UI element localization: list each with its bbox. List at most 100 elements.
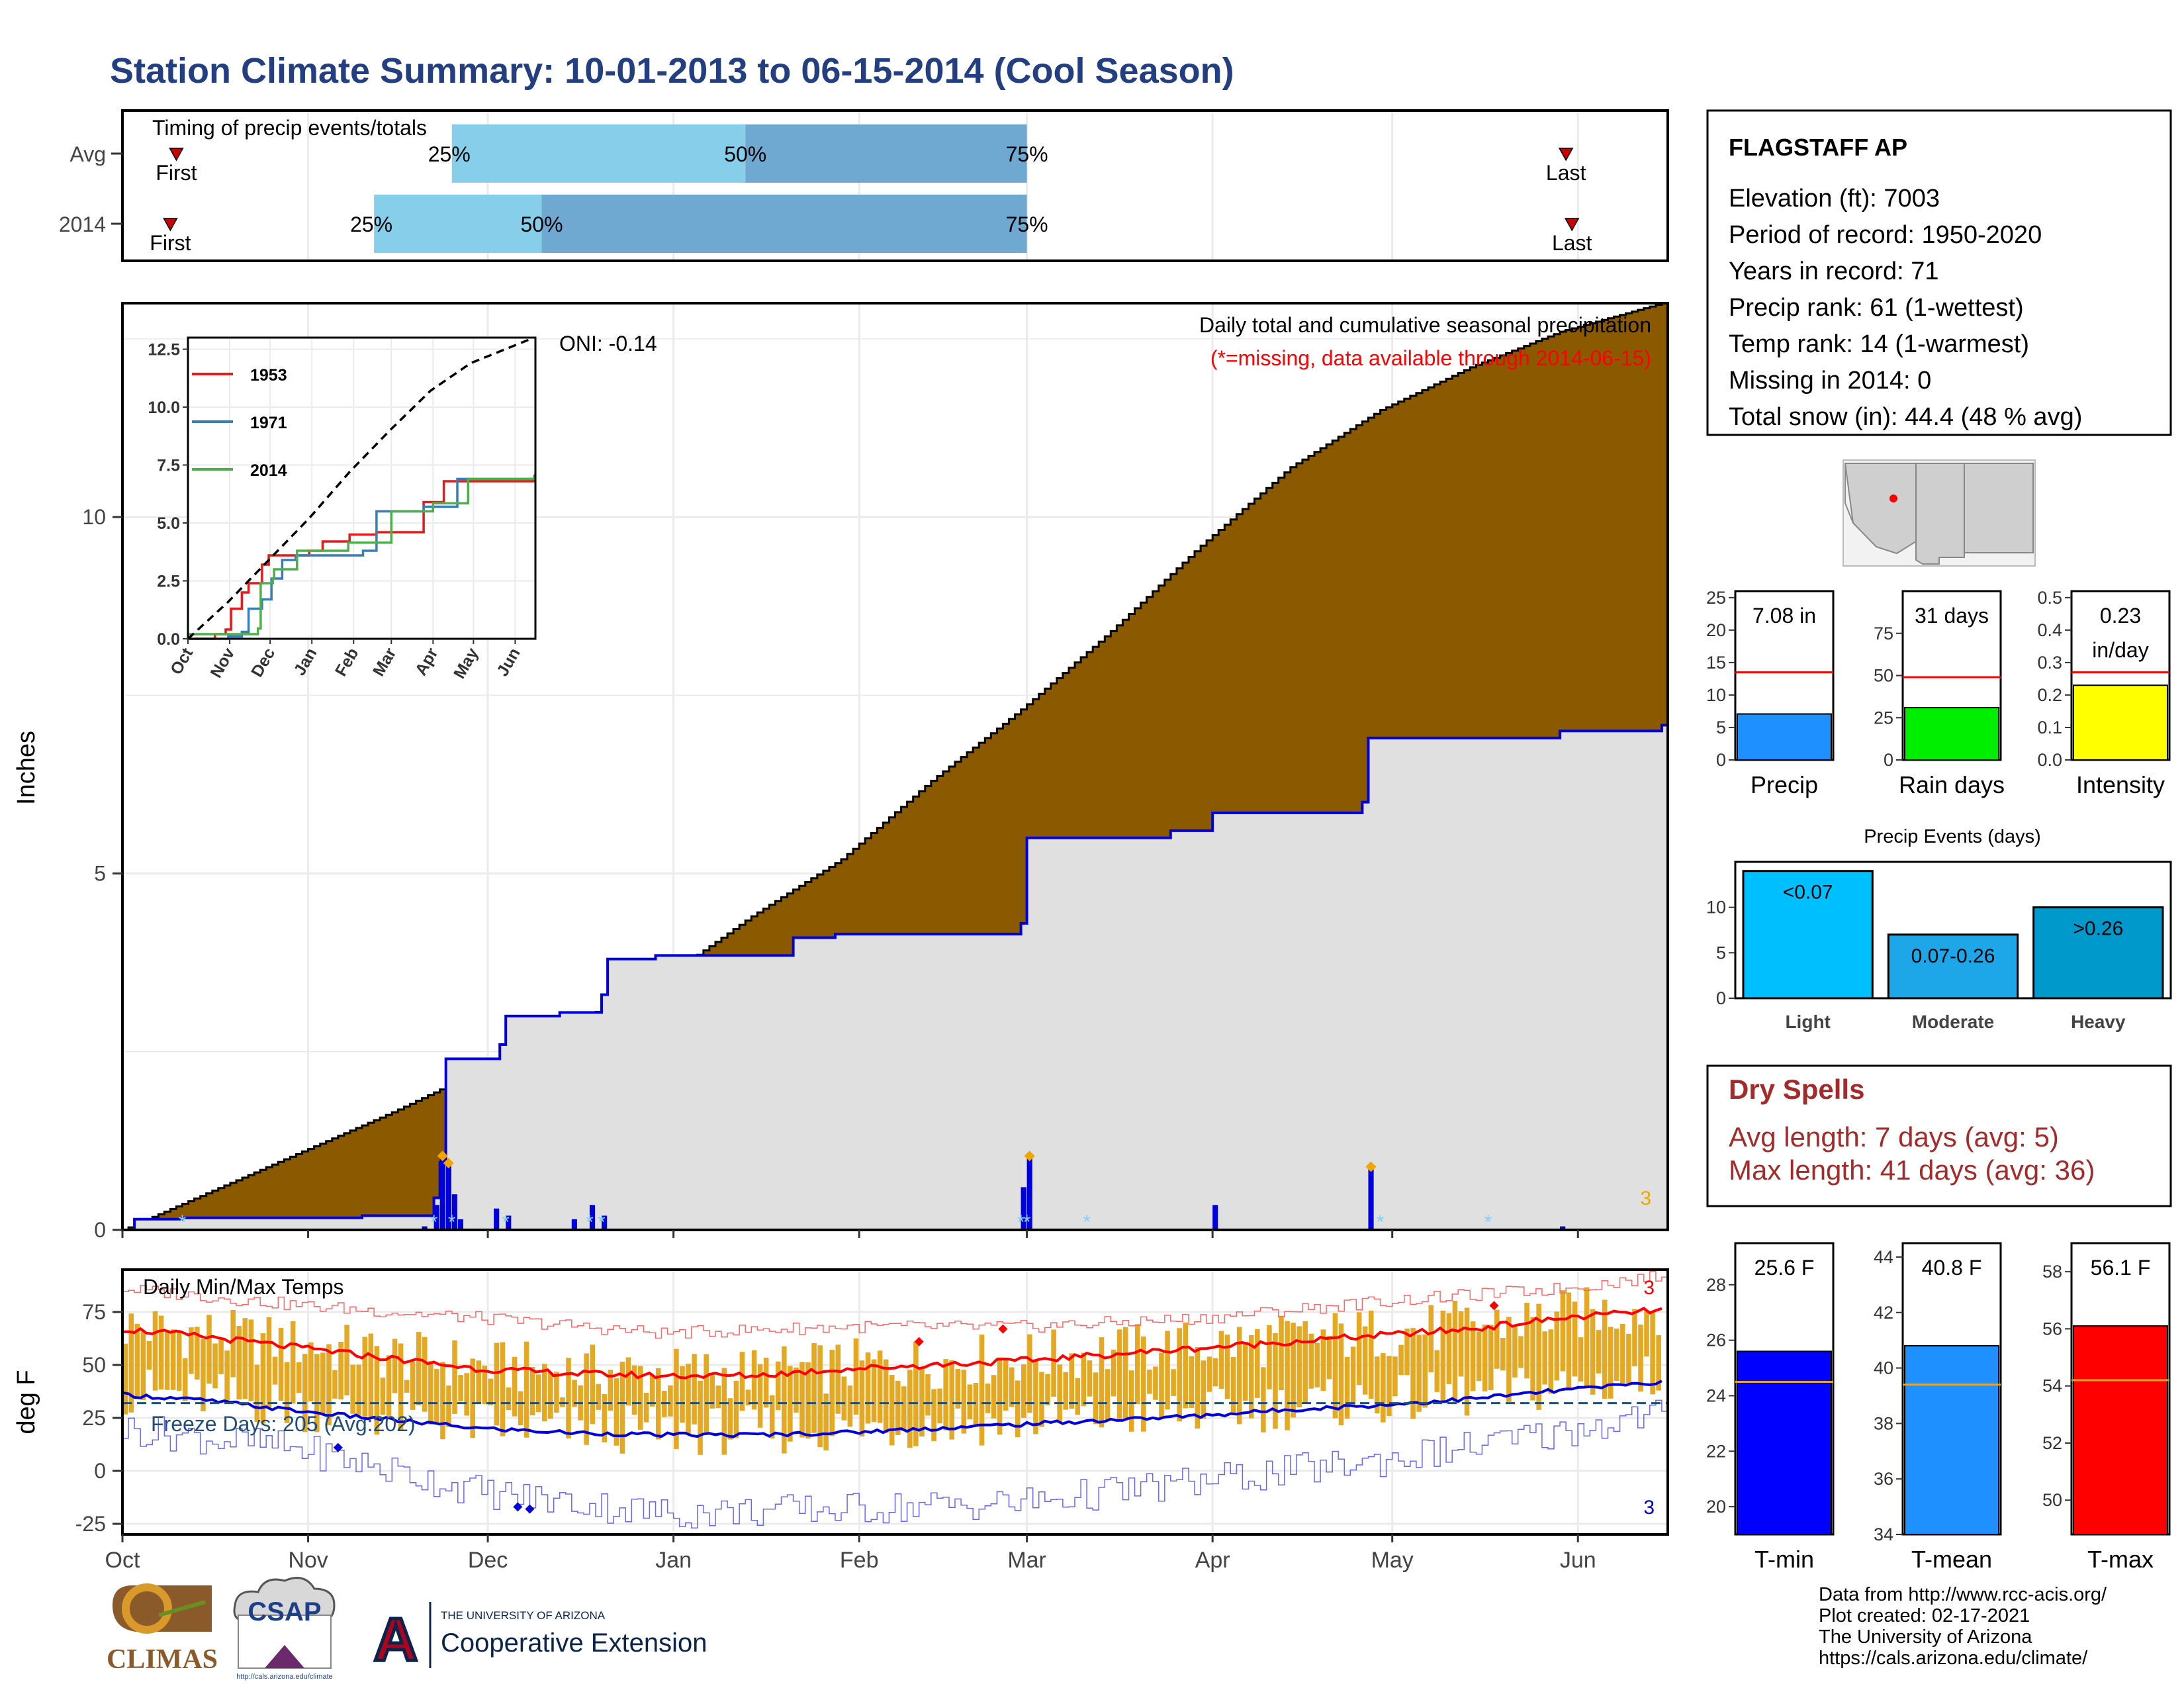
daily-temp-bar — [614, 1378, 619, 1446]
daily-temp-bar — [1375, 1356, 1380, 1414]
daily-precip-bar — [506, 1215, 512, 1230]
daily-temp-bar — [1416, 1335, 1422, 1412]
inset-legend-1971: 1971 — [250, 414, 287, 432]
stat-bar-value-label: 56.1 F — [2091, 1256, 2151, 1280]
stat-bar-charts: 0 5 10 15 20 25 7.08 in Precip 0 25 50 75 31 days Rai… — [1706, 588, 2171, 798]
daily-precip-bar — [1368, 1169, 1374, 1230]
daily-temp-bar — [1009, 1367, 1015, 1407]
daily-temp-bar — [871, 1359, 877, 1423]
timing-pct-75: 75% — [1006, 142, 1048, 166]
daily-temp-bar — [686, 1364, 691, 1434]
daily-temp-bar — [625, 1357, 631, 1406]
daily-temp-bar — [1434, 1350, 1440, 1392]
daily-temp-bar — [1248, 1335, 1254, 1419]
daily-temp-bar — [302, 1354, 308, 1432]
daily-temp-bar — [1656, 1335, 1661, 1391]
precip-ytick-label: 5 — [94, 862, 106, 886]
daily-temp-bar — [895, 1380, 901, 1435]
temp-count-top: 3 — [1643, 1277, 1655, 1299]
precip-events-bars: <0.07 Light 0.07-0.26 Moderate >0.26 Heavy 0 5 1… — [1706, 861, 2172, 1032]
dry-spells-box: Dry Spells Avg length: 7 days (avg: 5) M… — [1706, 1064, 2172, 1207]
daily-temp-bar — [248, 1319, 254, 1401]
temp-ytick-label: 50 — [82, 1353, 106, 1377]
daily-temp-bar — [122, 1343, 128, 1415]
daily-temp-bar — [278, 1327, 284, 1401]
daily-temp-bar — [134, 1323, 140, 1399]
snow-marker: * — [1083, 1211, 1091, 1233]
daily-temp-bar — [799, 1362, 805, 1438]
station-missing: Missing in 2014: 0 — [1729, 367, 1931, 395]
daily-precip-bar — [1026, 1158, 1032, 1230]
stat-bar-ytick-label: 40 — [1874, 1358, 1893, 1378]
timing-pct-75: 75% — [1006, 212, 1048, 236]
dry-spells-avg: Avg length: 7 days (avg: 5) — [1729, 1121, 2059, 1152]
stat-bar-bar_raindays: 0 25 50 75 31 days Rain days — [1874, 590, 2005, 798]
daily-temp-bar — [1159, 1352, 1164, 1419]
events-ytick-label: 5 — [1716, 943, 1726, 962]
daily-temp-bar — [1314, 1342, 1320, 1387]
daily-temp-bar — [1404, 1329, 1410, 1376]
stat-bar-ytick-label: 36 — [1874, 1469, 1893, 1489]
event-bar-label: >0.26 — [2073, 918, 2123, 940]
daily-temp-bar — [1201, 1360, 1206, 1419]
snow-marker: * — [586, 1211, 594, 1233]
daily-temp-bar — [1003, 1359, 1009, 1411]
ua-logo: A THE UNIVERSITY OF ARIZONA Cooperative … — [372, 1602, 707, 1675]
stat-bar-ytick-label: 52 — [2042, 1433, 2062, 1453]
daily-precip-bar — [445, 1166, 451, 1230]
month-label-Nov: Nov — [288, 1548, 328, 1573]
locator-map — [1843, 459, 2036, 567]
inset-ytick-label: 5.0 — [157, 514, 180, 533]
daily-temp-bar — [1218, 1331, 1224, 1389]
daily-temp-bar — [1464, 1307, 1470, 1416]
event-category-label: Heavy — [2071, 1011, 2126, 1032]
daily-temp-bar — [788, 1366, 793, 1442]
daily-temp-bar — [1332, 1313, 1338, 1419]
temp-ytick-label: 25 — [82, 1406, 106, 1430]
temp-ylabel: deg F — [13, 1370, 40, 1434]
daily-temp-bar — [170, 1329, 176, 1390]
daily-temp-bar — [1027, 1334, 1032, 1413]
daily-temp-bar — [1236, 1327, 1242, 1425]
daily-temp-bar — [1141, 1336, 1146, 1432]
daily-temp-bar — [201, 1338, 206, 1411]
daily-temp-bar — [1326, 1335, 1332, 1380]
daily-temp-bar — [1267, 1325, 1272, 1389]
month-label-May: May — [1371, 1548, 1414, 1573]
daily-temp-bar — [925, 1374, 931, 1416]
month-label-Feb: Feb — [840, 1548, 879, 1573]
daily-temp-bar — [482, 1366, 488, 1405]
daily-temp-bar — [290, 1321, 296, 1404]
daily-temp-bar — [1063, 1372, 1068, 1410]
inset-legend-1953: 1953 — [250, 366, 287, 385]
daily-temp-bar — [1015, 1380, 1021, 1438]
daily-temp-bar — [817, 1345, 823, 1448]
daily-temp-bar — [422, 1336, 428, 1412]
daily-temp-bar — [1350, 1346, 1356, 1406]
daily-temp-bar — [698, 1380, 703, 1455]
daily-temp-bar — [1261, 1367, 1266, 1432]
snow-marker: * — [1017, 1211, 1025, 1233]
daily-temp-bar — [458, 1375, 463, 1402]
ua-logo-small: THE UNIVERSITY OF ARIZONA — [441, 1609, 606, 1622]
daily-temp-bar — [883, 1359, 889, 1433]
daily-temp-bar — [1494, 1309, 1500, 1369]
daily-temp-bar — [314, 1354, 320, 1432]
daily-temp-bar — [254, 1364, 260, 1423]
daily-temp-bar — [386, 1355, 392, 1416]
stat-bar-ytick-label: 0.3 — [2037, 653, 2062, 673]
stat-bar-bar_intensity: 0.0 0.1 0.2 0.3 0.4 0.5 0.23 in/day Intensity — [2037, 588, 2171, 798]
daily-temp-bar — [272, 1356, 278, 1385]
daily-temp-bar — [775, 1361, 781, 1411]
stat-bar-ytick-label: 25 — [1706, 588, 1726, 608]
csap-logo: CSAP http://cals.arizona.edu/climate — [233, 1577, 336, 1681]
daily-temp-bar — [1446, 1313, 1452, 1384]
record-low-marker — [513, 1502, 523, 1512]
precip-events-title: Precip Events (days) — [1864, 826, 2041, 847]
event-category-label: Light — [1785, 1011, 1830, 1032]
daily-temp-bar — [608, 1370, 614, 1411]
daily-temp-bar — [835, 1344, 841, 1414]
stat-bar-ytick-label: 20 — [1706, 620, 1726, 640]
